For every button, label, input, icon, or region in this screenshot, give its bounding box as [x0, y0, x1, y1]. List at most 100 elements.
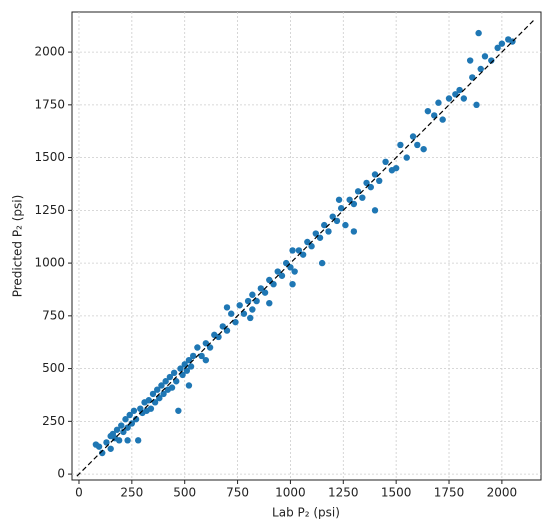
point	[321, 221, 328, 229]
point	[308, 243, 315, 250]
plot-frame	[71, 11, 542, 481]
point	[316, 234, 324, 241]
point	[249, 306, 256, 313]
point	[488, 57, 495, 64]
y-tick-label: 1500	[34, 150, 65, 164]
point	[287, 264, 294, 271]
point	[179, 371, 186, 379]
point	[460, 95, 468, 102]
point	[337, 205, 345, 212]
point	[149, 390, 157, 398]
point	[249, 291, 256, 298]
point	[99, 449, 106, 457]
y-tick-label: 500	[42, 361, 65, 375]
y-tick-label: 0	[57, 467, 65, 481]
point	[228, 310, 235, 317]
point	[107, 445, 114, 452]
y-tick-label: 250	[42, 414, 65, 428]
point	[469, 74, 476, 81]
point	[466, 57, 474, 64]
point	[177, 365, 184, 372]
point	[295, 247, 303, 254]
point	[439, 116, 446, 123]
point	[350, 200, 358, 208]
point	[232, 318, 239, 326]
point	[266, 276, 273, 284]
point	[382, 158, 389, 166]
point	[223, 327, 231, 334]
point	[236, 302, 243, 309]
point	[257, 285, 265, 292]
point	[185, 382, 193, 389]
point	[289, 280, 296, 288]
point	[151, 399, 159, 406]
x-tick-label: 250	[120, 486, 143, 500]
point	[270, 280, 277, 288]
reference-line	[76, 20, 535, 477]
x-tick-label: 1750	[434, 486, 465, 500]
point	[198, 352, 205, 360]
point	[156, 394, 163, 402]
point	[371, 207, 379, 214]
point	[289, 247, 296, 254]
point	[452, 91, 459, 98]
point	[202, 340, 210, 347]
point	[354, 188, 362, 195]
point	[240, 310, 248, 317]
point	[189, 352, 197, 360]
point	[350, 228, 358, 235]
point	[126, 411, 133, 419]
point	[445, 95, 453, 102]
point	[124, 437, 131, 444]
point	[431, 112, 438, 119]
point	[118, 422, 125, 429]
point	[359, 194, 366, 201]
point	[312, 230, 320, 237]
point	[215, 333, 222, 341]
point	[420, 145, 427, 153]
point	[173, 378, 180, 385]
point	[158, 382, 165, 389]
point	[187, 363, 195, 370]
point	[494, 44, 501, 52]
point	[128, 420, 136, 427]
point	[424, 107, 432, 115]
point	[103, 439, 110, 446]
point	[130, 407, 138, 414]
point	[253, 297, 260, 305]
point	[166, 373, 174, 381]
point	[132, 416, 140, 423]
point	[124, 424, 131, 431]
point	[122, 416, 129, 423]
point	[185, 356, 193, 364]
point	[147, 405, 155, 412]
point	[367, 183, 374, 191]
point	[247, 314, 254, 322]
point	[346, 196, 353, 203]
point	[299, 251, 307, 258]
point	[371, 171, 379, 178]
point	[194, 344, 201, 351]
point	[403, 154, 410, 161]
point	[283, 259, 290, 267]
point	[134, 437, 142, 444]
y-tick-label: 1250	[34, 203, 65, 217]
y-tick-label: 1000	[34, 256, 65, 270]
y-tick-label: 2000	[34, 45, 65, 59]
point	[318, 259, 326, 267]
x-axis-label: Lab P₂ (psi)	[272, 506, 340, 520]
point	[291, 268, 298, 275]
point	[342, 221, 349, 229]
x-tick-label: 1250	[328, 486, 359, 500]
point	[304, 238, 311, 246]
point	[145, 397, 152, 404]
point	[435, 99, 442, 106]
point	[266, 299, 273, 307]
point	[325, 228, 332, 235]
point	[376, 177, 383, 185]
point	[261, 289, 269, 296]
point	[160, 390, 167, 398]
point	[162, 378, 169, 385]
point	[481, 53, 489, 60]
point	[206, 344, 214, 351]
